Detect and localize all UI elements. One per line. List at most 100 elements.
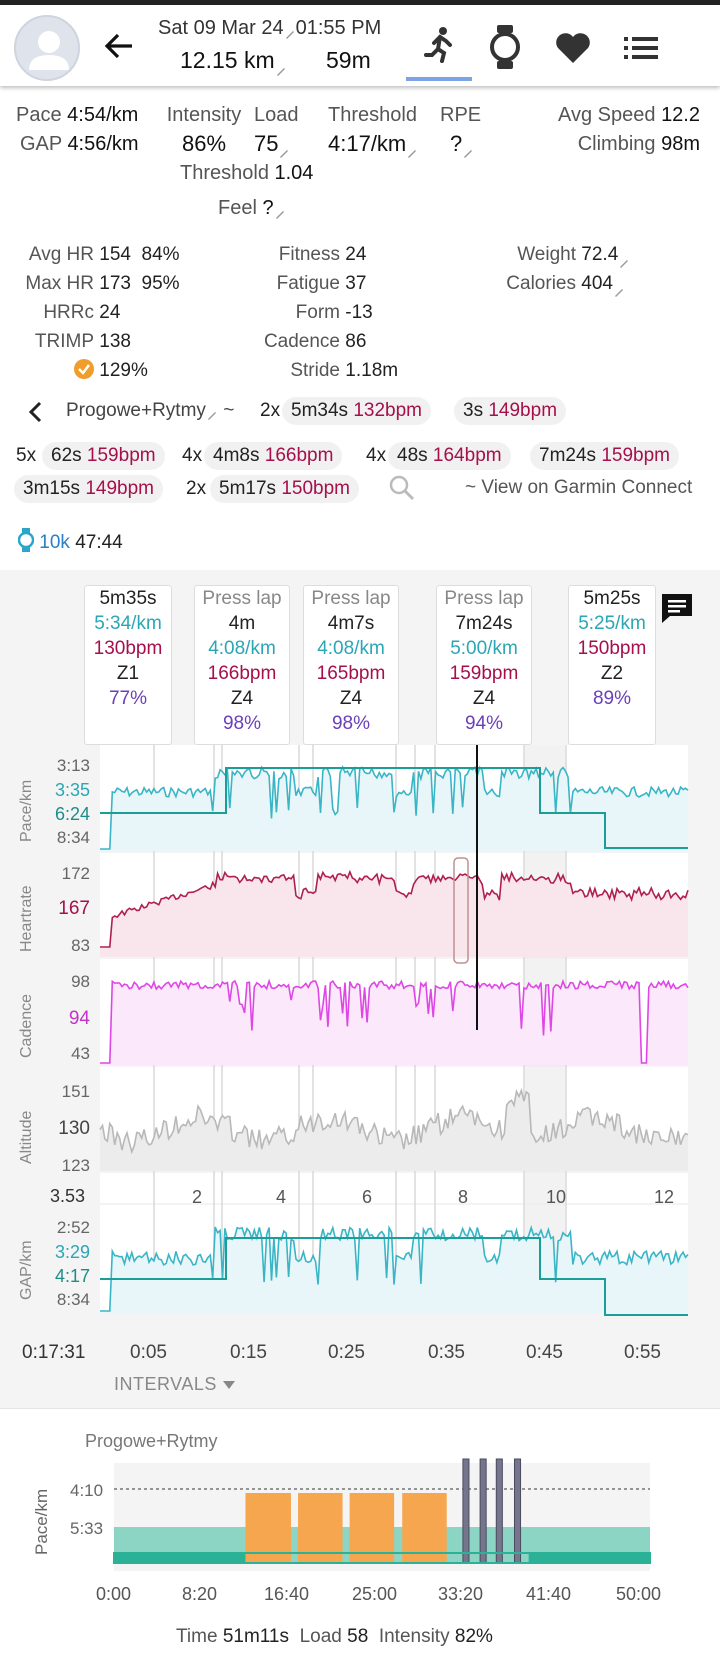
hr-axis-current: 167 — [58, 898, 90, 919]
time-tick: 0:35 — [428, 1342, 465, 1363]
lap-card[interactable]: Press lap 7m24s 5:00/km 159bpm Z4 94% — [436, 585, 532, 745]
altitude-series — [99, 1087, 689, 1171]
altitude-line — [99, 1087, 689, 1155]
workout-xtick: 16:40 — [264, 1584, 310, 1604]
edit-icon[interactable] — [206, 405, 218, 420]
workout-group-pill[interactable]: 5m17s 150bpm — [210, 475, 359, 503]
workout-group-count: 4x — [366, 445, 387, 466]
threshold-stat[interactable]: Threshold 4:17/km — [328, 104, 418, 159]
activity-distance[interactable]: 12.15 km — [180, 47, 287, 76]
tab-heart[interactable] — [554, 31, 592, 70]
check-icon — [74, 358, 94, 379]
workout-chart-title: Progowe+Rytmy — [85, 1431, 218, 1451]
distance-cursor: 3.53 — [50, 1186, 86, 1206]
back-arrow-icon[interactable] — [102, 29, 136, 68]
dropdown-icon — [223, 1381, 236, 1389]
chevron-left-icon[interactable] — [28, 400, 44, 429]
hr-stats: Avg HR 154 84% Max HR 173 95% HRRc 24 TR… — [25, 244, 180, 381]
workout-group-pill[interactable]: 62s 159bpm — [42, 442, 165, 470]
tab-details[interactable] — [624, 35, 660, 66]
intervals-toggle[interactable]: INTERVALS — [114, 1374, 236, 1395]
distance-tick: 2 — [192, 1187, 203, 1207]
edit-icon[interactable] — [284, 23, 296, 39]
climbing-stat: Climbing 98m — [577, 133, 700, 155]
altitude-axis-label: Altitude — [18, 1110, 35, 1164]
lap-card[interactable]: 5m35s 5:34/km 130bpm Z1 77% — [84, 585, 172, 745]
time-tick: 0:05 — [130, 1342, 167, 1363]
rpe-stat[interactable]: RPE ? — [440, 104, 481, 159]
best-effort[interactable]: 10k 47:44 — [17, 528, 123, 558]
workout-structure-panel: Progowe+Rytmy Pace/km 4:10 5:33 0:00 8:2… — [0, 1408, 720, 1656]
pace-axis-current: 3:35 — [54, 780, 90, 800]
edit-icon[interactable] — [275, 56, 287, 76]
workout-group-pill[interactable]: 3s 149bpm — [454, 397, 567, 425]
baseline-band — [113, 1552, 651, 1564]
stride-interval-bar — [513, 1458, 522, 1564]
body-stats[interactable]: Weight 72.4 Calories 404 — [480, 240, 700, 298]
activity-streams-chart[interactable] — [0, 740, 720, 1340]
workout-group-pill[interactable]: 4m8s 166bpm — [204, 442, 343, 470]
pace-axis-bottom: 8:34 — [56, 828, 90, 847]
heartrate-series — [100, 869, 689, 957]
workout-group-count: 5x — [16, 445, 37, 466]
avatar[interactable] — [14, 15, 80, 81]
workout-group-count: 2x — [260, 400, 281, 421]
comment-icon[interactable] — [660, 592, 694, 629]
altitude-axis-top: 151 — [61, 1082, 90, 1101]
workout-xtick: 41:40 — [526, 1584, 572, 1604]
time-tick: 0:25 — [328, 1342, 365, 1363]
cadence-series — [100, 978, 689, 1065]
hr-axis-bottom: 83 — [71, 936, 90, 955]
lap-card[interactable]: Press lap 4m7s 4:08/km 165bpm Z4 98% — [303, 585, 399, 745]
top-bar: Sat 09 Mar 24 01:55 PM 12.15 km 59m — [0, 0, 720, 86]
heart-icon — [556, 33, 590, 63]
load-stat[interactable]: Load 75 — [254, 104, 299, 159]
cadence-axis-top: 98 — [71, 972, 90, 991]
time-tick: 0:15 — [230, 1342, 267, 1363]
pace-stat: Pace 4:54/km — [16, 104, 139, 126]
time-tick: 0:45 — [526, 1342, 563, 1363]
workout-xtick: 0:00 — [96, 1584, 132, 1604]
workout-xtick: 8:20 — [182, 1584, 218, 1604]
workout-group-pill[interactable]: 5m34s 132bpm — [282, 397, 431, 425]
activity-date[interactable]: Sat 09 Mar 24 01:55 PM — [158, 17, 382, 39]
distance-tick: 12 — [654, 1187, 675, 1207]
edit-icon[interactable] — [274, 203, 286, 219]
feel-stat[interactable]: Feel ? — [218, 197, 286, 220]
garmin-connect-link[interactable]: ~ View on Garmin Connect — [465, 477, 693, 498]
lap-card[interactable]: 5m25s 5:25/km 150bpm Z2 89% — [568, 585, 656, 745]
threshold-interval-bar — [245, 1493, 291, 1563]
workout-xtick: 25:00 — [352, 1584, 398, 1604]
workout-ytick: 4:10 — [70, 1481, 104, 1500]
edit-icon[interactable] — [278, 139, 290, 159]
lap-card[interactable]: Press lap 4m 4:08/km 166bpm Z4 98% — [194, 585, 290, 745]
workout-xtick: 33:20 — [438, 1584, 484, 1604]
active-tab-indicator — [406, 77, 472, 81]
tab-activity[interactable] — [406, 19, 472, 81]
workout-group-pill[interactable]: 3m15s 149bpm — [14, 475, 163, 503]
search-icon[interactable] — [388, 474, 416, 507]
time-tick: 0:55 — [624, 1342, 661, 1363]
edit-icon[interactable] — [618, 249, 630, 268]
cadence-axis-current: 94 — [68, 1008, 90, 1029]
threshold-interval-bar — [349, 1493, 395, 1563]
stride-interval-bar — [495, 1458, 503, 1564]
edit-icon[interactable] — [613, 278, 625, 297]
tab-device[interactable] — [488, 25, 522, 74]
stride-interval-bar — [479, 1458, 487, 1564]
heartrate-line — [100, 869, 689, 948]
workout-group-pill[interactable]: 7m24s 159bpm — [530, 442, 679, 470]
distance-tick: 4 — [276, 1187, 287, 1207]
workout-structure-chart — [113, 1458, 651, 1571]
cadence-axis-bottom: 43 — [71, 1044, 90, 1063]
hr-highlight-box — [453, 857, 469, 964]
pace-axis-label: Pace/km — [18, 779, 35, 842]
time-cursor: 0:17:31 — [22, 1342, 86, 1363]
workout-group-pill[interactable]: 48s 164bpm — [388, 442, 511, 470]
edit-icon[interactable] — [406, 139, 418, 159]
distance-strip — [100, 1173, 688, 1203]
workout-name[interactable]: Progowe+Rytmy ~ — [66, 400, 235, 421]
gap-axis-bottom: 8:34 — [56, 1290, 90, 1309]
edit-icon[interactable] — [462, 139, 474, 159]
pace-lap-average — [100, 767, 688, 849]
